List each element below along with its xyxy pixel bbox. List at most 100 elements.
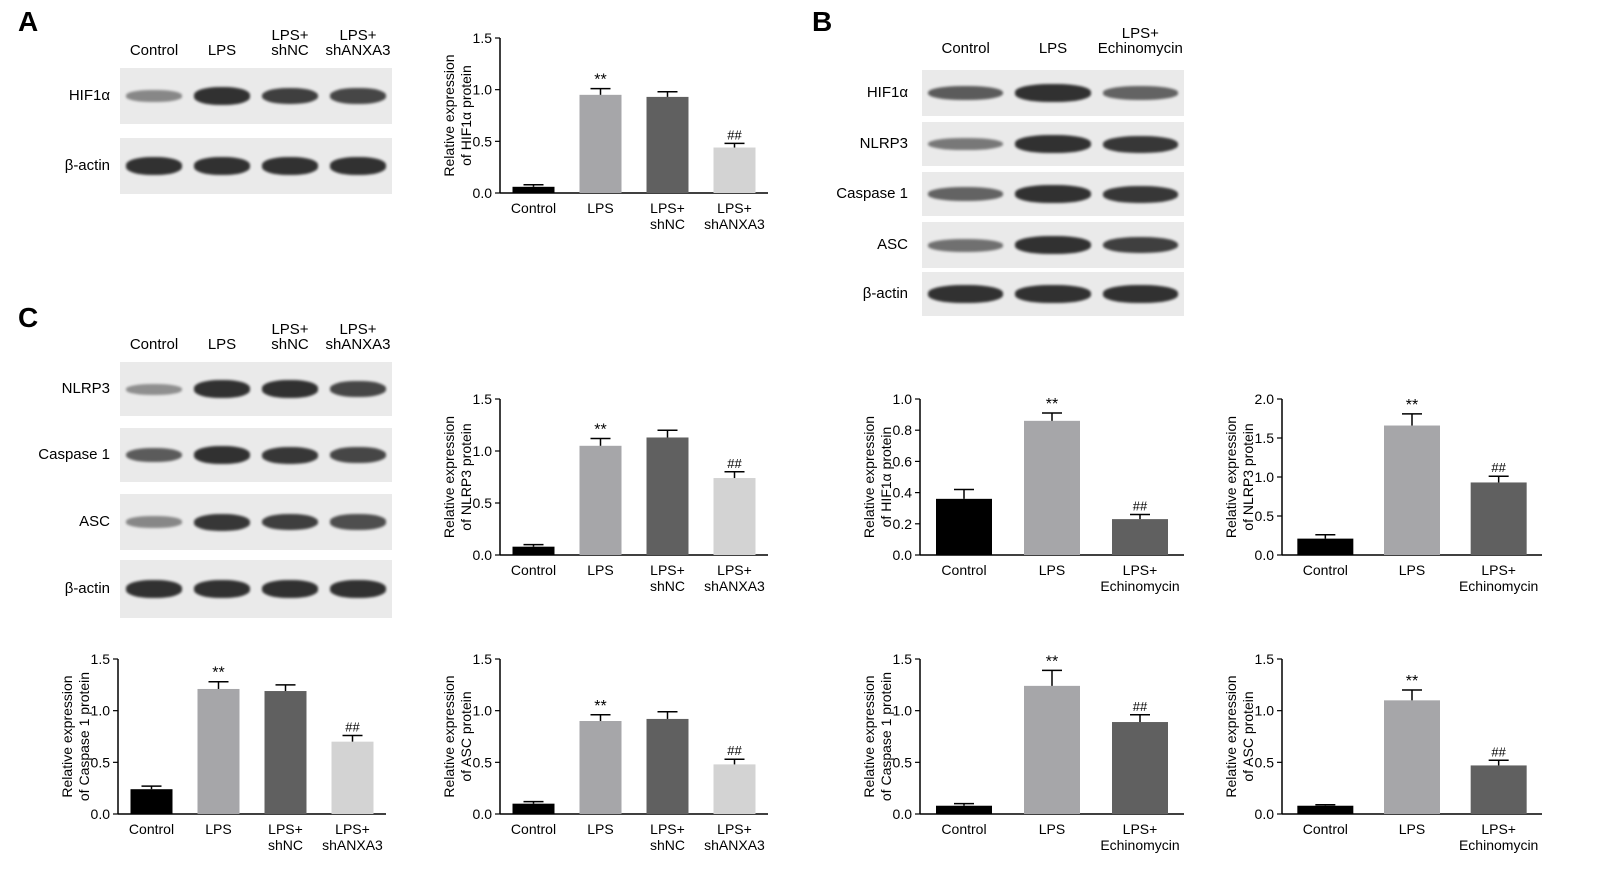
c-caspase1-bar bbox=[197, 688, 240, 814]
b-hif1a-x-tick-label: Control bbox=[941, 562, 986, 578]
c-asc-bar bbox=[512, 803, 555, 814]
b-nlrp3-x-tick-label: LPS+ bbox=[1481, 562, 1516, 578]
b-nlrp3-significance-mark: ## bbox=[1491, 460, 1506, 475]
blot_a-band bbox=[330, 157, 386, 175]
blot_b-row-label: Caspase 1 bbox=[836, 185, 908, 202]
blot_b-band bbox=[1102, 86, 1178, 100]
c-caspase1-bar bbox=[331, 741, 374, 814]
blot_a-row-label: β-actin bbox=[64, 157, 110, 174]
c-asc-x-tick-label: Control bbox=[511, 821, 556, 837]
blot_a-band bbox=[262, 87, 318, 105]
blot_b-band bbox=[1015, 236, 1091, 254]
c-nlrp3-significance-mark: ** bbox=[594, 422, 606, 439]
c-caspase1-y-tick-label: 0.5 bbox=[91, 754, 111, 770]
c-caspase1-x-tick-label: shNC bbox=[268, 837, 303, 853]
a-hif1a-y-tick-label: 1.5 bbox=[473, 30, 493, 46]
c-nlrp3-y-label: of NLRP3 protein bbox=[458, 423, 474, 530]
b-nlrp3-bar bbox=[1384, 425, 1440, 555]
b-asc-bar bbox=[1297, 805, 1354, 814]
c-nlrp3-y-tick-label: 1.0 bbox=[473, 443, 493, 459]
a-hif1a-bar bbox=[713, 147, 756, 193]
b-asc-bar bbox=[1470, 765, 1527, 814]
blot_b-lane-label: LPS+ Echinomycin bbox=[1097, 25, 1183, 57]
blot_b-band bbox=[1015, 285, 1091, 303]
c-nlrp3-bar bbox=[579, 445, 622, 555]
blot_b-row-label: HIF1α bbox=[866, 84, 908, 101]
blot_b-band bbox=[928, 238, 1004, 252]
b-caspase1-x-tick-label: Echinomycin bbox=[1100, 837, 1179, 853]
c-caspase1-x-tick-label: LPS bbox=[205, 821, 231, 837]
c-asc-y-label: Relative expression bbox=[441, 675, 457, 797]
b-caspase1-bar bbox=[1024, 685, 1080, 814]
blot_a-row-label: HIF1α bbox=[68, 87, 110, 104]
b-nlrp3-x-tick-label: Control bbox=[1303, 562, 1348, 578]
b-nlrp3-x-tick-label: Echinomycin bbox=[1459, 578, 1538, 594]
blot_c-band bbox=[126, 580, 182, 598]
b-nlrp3-bar bbox=[1297, 538, 1354, 555]
b-caspase1-y-tick-label: 1.5 bbox=[893, 651, 913, 667]
b-caspase1-bar bbox=[1112, 722, 1168, 814]
b-asc-y-tick-label: 0.5 bbox=[1255, 754, 1275, 770]
blot_a-band bbox=[194, 87, 250, 105]
c-caspase1-y-label: of Caspase 1 protein bbox=[76, 672, 92, 801]
c-nlrp3-x-tick-label: Control bbox=[511, 562, 556, 578]
b-hif1a-significance-mark: ## bbox=[1133, 498, 1148, 513]
b-nlrp3-y-tick-label: 0.0 bbox=[1255, 547, 1275, 563]
b-hif1a-y-label: Relative expression bbox=[861, 416, 877, 538]
blot_b-band bbox=[1015, 84, 1091, 102]
c-asc-bar bbox=[713, 764, 756, 814]
blot_a-membrane-strip bbox=[120, 138, 392, 194]
b-asc-y-tick-label: 0.0 bbox=[1255, 806, 1275, 822]
blot_c-membrane-strip bbox=[120, 494, 392, 550]
c-nlrp3-y-label: Relative expression bbox=[441, 416, 457, 538]
a-hif1a-y-tick-label: 0.5 bbox=[473, 133, 493, 149]
blot_b-row-label: ASC bbox=[877, 236, 908, 253]
b-hif1a-bar bbox=[1024, 420, 1080, 555]
blot_b-lane-label: LPS bbox=[1038, 40, 1068, 57]
blot_b-membrane-strip bbox=[922, 122, 1184, 166]
blot_b-band bbox=[928, 137, 1004, 151]
c-asc-significance-mark: ## bbox=[727, 743, 742, 758]
a-hif1a-y-label: of HIF1α protein bbox=[458, 65, 474, 166]
blot_c-band bbox=[330, 381, 386, 397]
blot_c-row-label: ASC bbox=[79, 513, 110, 530]
b-asc-significance-mark: ## bbox=[1491, 744, 1506, 759]
blot_b-band bbox=[928, 187, 1004, 201]
c-nlrp3-y-tick-label: 0.0 bbox=[473, 547, 493, 563]
c-asc-bar bbox=[646, 718, 689, 814]
b-asc-y-label: Relative expression bbox=[1223, 675, 1239, 797]
c-asc-y-tick-label: 1.5 bbox=[473, 651, 493, 667]
b-hif1a-y-tick-label: 0.8 bbox=[893, 422, 913, 438]
b-asc-x-tick-label: LPS bbox=[1399, 821, 1425, 837]
blot_c-lane-label: LPS+ shNC bbox=[271, 321, 309, 353]
panel-letter-a: A bbox=[18, 6, 39, 37]
blot_a-lane-label: Control bbox=[129, 42, 179, 59]
b-hif1a-y-tick-label: 0.6 bbox=[893, 453, 913, 469]
b-caspase1-bar bbox=[936, 805, 992, 814]
a-hif1a-y-tick-label: 0.0 bbox=[473, 185, 493, 201]
b-nlrp3-y-tick-label: 1.5 bbox=[1255, 430, 1275, 446]
b-hif1a-x-tick-label: Echinomycin bbox=[1100, 578, 1179, 594]
blot_a-band bbox=[194, 157, 250, 175]
b-nlrp3-x-tick-label: LPS bbox=[1399, 562, 1425, 578]
a-hif1a-x-tick-label: shNC bbox=[650, 216, 685, 232]
c-asc-significance-mark: ** bbox=[594, 698, 606, 715]
b-caspase1-x-tick-label: Control bbox=[941, 821, 986, 837]
b-caspase1-significance-mark: ## bbox=[1133, 699, 1148, 714]
a-hif1a-x-tick-label: LPS+ bbox=[650, 200, 685, 216]
c-asc-x-tick-label: LPS bbox=[587, 821, 613, 837]
c-nlrp3-x-tick-label: shNC bbox=[650, 578, 685, 594]
blot_c-band bbox=[330, 447, 386, 463]
blot_c-membrane-strip bbox=[120, 560, 392, 618]
b-hif1a-x-tick-label: LPS+ bbox=[1123, 562, 1158, 578]
c-nlrp3-bar bbox=[646, 437, 689, 555]
c-asc-y-tick-label: 0.5 bbox=[473, 754, 493, 770]
c-caspase1-bar bbox=[130, 789, 173, 814]
b-caspase1-x-tick-label: LPS bbox=[1039, 821, 1065, 837]
blot_b-band bbox=[1015, 135, 1091, 153]
a-hif1a-y-tick-label: 1.0 bbox=[473, 82, 493, 98]
c-caspase1-y-tick-label: 0.0 bbox=[91, 806, 111, 822]
c-caspase1-significance-mark: ** bbox=[212, 665, 224, 682]
blot_a-band bbox=[126, 90, 182, 102]
